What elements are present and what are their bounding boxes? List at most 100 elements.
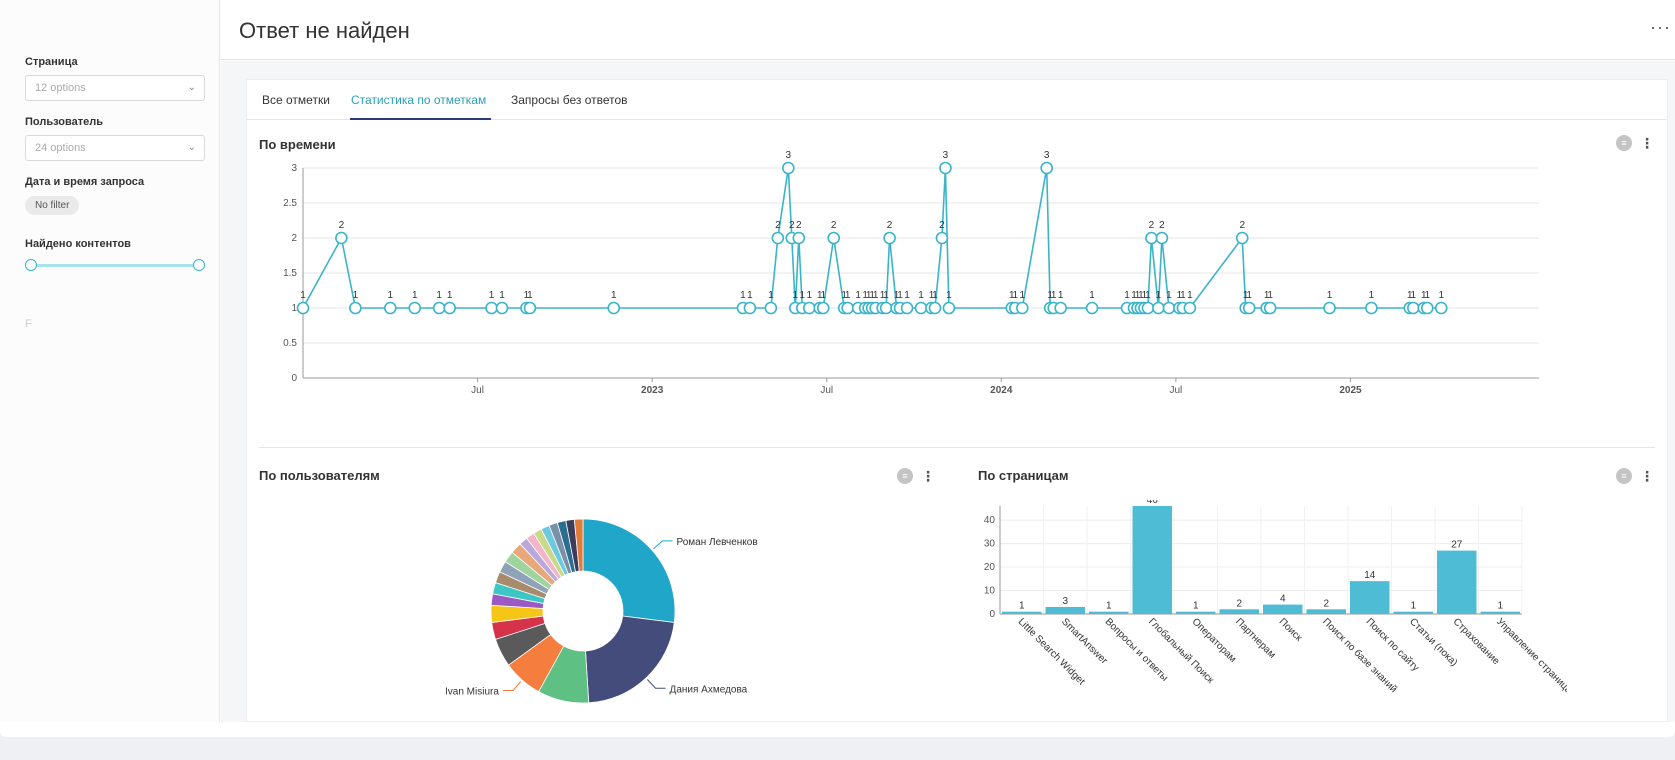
- time-point-label: 1: [932, 290, 938, 301]
- y-tick-label: 0: [291, 373, 297, 384]
- time-point-label: 1: [353, 290, 359, 301]
- page-bar: [1089, 611, 1129, 614]
- donut-slice-label: Дания Ахмедова: [670, 684, 748, 695]
- tab-all-marks[interactable]: Все отметки: [262, 93, 330, 107]
- time-point-label: 2: [939, 220, 945, 231]
- donut-slice-label: Ivan Misiura: [445, 687, 499, 698]
- time-point: [1162, 301, 1176, 315]
- time-point-label: 1: [740, 290, 746, 301]
- user-select[interactable]: 24 options ⌄: [25, 135, 205, 161]
- more-options-icon[interactable]: ···: [1650, 17, 1671, 37]
- y-tick-label: 2: [291, 233, 297, 244]
- time-point: [349, 301, 362, 315]
- y-tick-label: 1.5: [283, 268, 297, 279]
- datetime-filter-chip[interactable]: No filter: [25, 196, 80, 215]
- tab-mark-statistics[interactable]: Статистика по отметкам: [351, 93, 487, 107]
- page-select[interactable]: 12 options ⌄: [25, 75, 205, 101]
- bar-value-label: 1: [1193, 601, 1199, 612]
- time-point-label: 1: [1166, 290, 1172, 301]
- time-point: [1365, 301, 1378, 315]
- page-bar: [1350, 581, 1390, 614]
- time-point-label: 2: [796, 220, 802, 231]
- time-point-label: 2: [339, 220, 345, 231]
- sidebar-footer-letter: F: [25, 318, 32, 330]
- time-point: [792, 231, 806, 245]
- time-point-label: 2: [789, 220, 795, 231]
- content-count-slider-track[interactable]: [30, 264, 200, 267]
- time-point: [883, 231, 896, 245]
- time-point-label: 1: [1438, 290, 1444, 301]
- time-chart-filter-icon[interactable]: ≡: [1616, 135, 1632, 151]
- x-tick-label: Jul: [471, 385, 484, 396]
- donut-label-leader: [653, 540, 673, 550]
- time-point: [1323, 301, 1336, 315]
- y-tick-label: 1: [291, 303, 297, 314]
- pages-chart-menu-icon[interactable]: ⋮: [1640, 468, 1654, 484]
- time-point-label: 1: [1267, 290, 1273, 301]
- time-point: [607, 301, 621, 315]
- time-point: [1420, 301, 1434, 315]
- time-point: [900, 301, 914, 315]
- y-tick-label: 20: [984, 562, 996, 573]
- time-point: [1152, 301, 1165, 315]
- time-point: [1145, 231, 1158, 245]
- time-point-label: 1: [904, 290, 910, 301]
- x-tick-label: Jul: [1169, 385, 1182, 396]
- time-chart-menu-icon[interactable]: ⋮: [1640, 135, 1654, 151]
- time-point-label: 1: [1131, 290, 1137, 301]
- section-divider: [259, 447, 1655, 448]
- time-point-label: 1: [1246, 290, 1252, 301]
- tab-unanswered-queries[interactable]: Запросы без ответов: [511, 93, 628, 107]
- slider-handle-min[interactable]: [25, 259, 37, 271]
- donut-slice: [573, 518, 584, 572]
- time-point: [743, 301, 757, 315]
- users-chart-menu-icon[interactable]: ⋮: [921, 468, 935, 484]
- time-point: [771, 231, 785, 245]
- time-point-label: 1: [1180, 290, 1186, 301]
- time-point: [827, 231, 841, 245]
- time-point-label: 1: [1009, 290, 1015, 301]
- page-bar: [1263, 604, 1303, 614]
- time-point-label: 1: [946, 290, 952, 301]
- donut-slice: [585, 615, 675, 704]
- bar-value-label: 27: [1451, 540, 1463, 551]
- time-point-label: 1: [800, 290, 806, 301]
- pages-chart-filter-icon[interactable]: ≡: [1616, 468, 1632, 484]
- slider-handle-max[interactable]: [193, 259, 205, 271]
- time-point-label: 2: [831, 220, 837, 231]
- pages-chart-title: По страницам: [978, 468, 1069, 483]
- time-point-label: 1: [436, 290, 442, 301]
- time-point-label: 1: [1327, 290, 1333, 301]
- x-tick-label: Jul: [820, 385, 833, 396]
- time-point: [1085, 301, 1099, 315]
- user-select-placeholder: 24 options: [35, 142, 86, 154]
- time-point-label: 1: [1187, 290, 1193, 301]
- time-point-label: 1: [862, 290, 868, 301]
- time-point-label: 1: [388, 290, 394, 301]
- donut-slice: [582, 518, 676, 623]
- page-bar: [1132, 506, 1172, 614]
- page-bar: [1480, 611, 1520, 614]
- time-point-label: 1: [1424, 290, 1430, 301]
- time-point-label: 1: [817, 290, 823, 301]
- time-point-label: 1: [611, 290, 617, 301]
- y-tick-label: 2.5: [283, 198, 297, 209]
- time-point-label: 1: [1145, 290, 1151, 301]
- time-point-label: 3: [1044, 150, 1050, 161]
- bar-value-label: 2: [1236, 598, 1242, 609]
- time-point: [1235, 231, 1249, 245]
- time-point-label: 1: [489, 290, 495, 301]
- bar-category-label: Операторам: [1190, 616, 1239, 665]
- dashboard-panel: Все отметки Статистика по отметкам Запро…: [246, 79, 1668, 722]
- bar-value-label: 2: [1323, 598, 1329, 609]
- time-point-label: 1: [1012, 290, 1018, 301]
- time-point-label: 1: [527, 290, 533, 301]
- page-bar: [1002, 611, 1042, 614]
- time-point-label: 3: [943, 150, 949, 161]
- time-point: [1434, 301, 1448, 315]
- users-chart-filter-icon[interactable]: ≡: [897, 468, 913, 484]
- page-select-placeholder: 12 options: [35, 82, 86, 94]
- time-point-label: 3: [786, 150, 792, 161]
- time-point: [816, 301, 830, 315]
- time-point: [1054, 301, 1067, 315]
